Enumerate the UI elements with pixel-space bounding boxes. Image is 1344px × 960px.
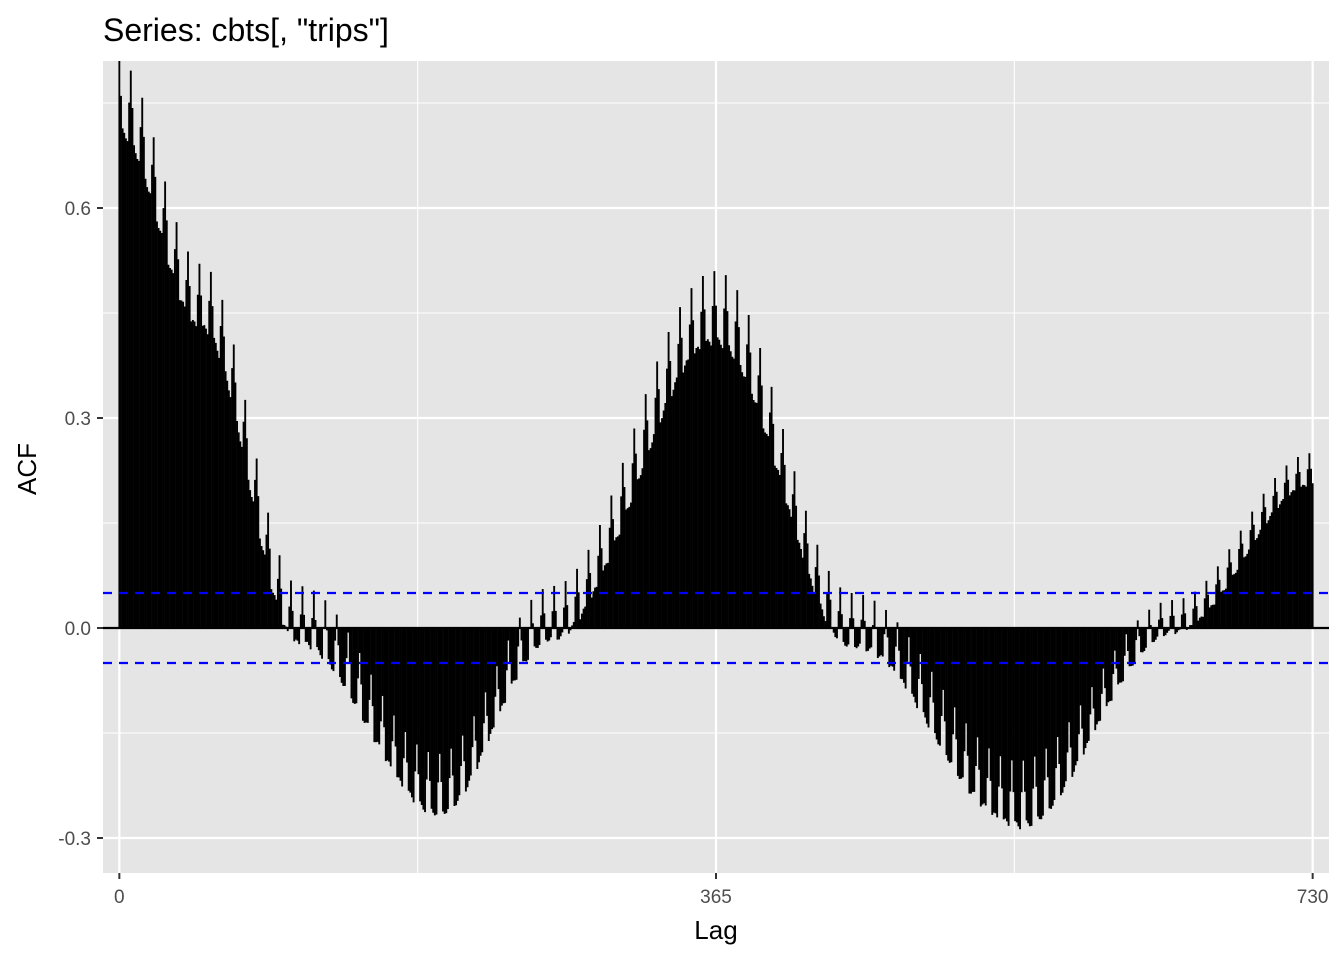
y-axis-title: ACF xyxy=(12,443,42,495)
y-tick-label: 0.6 xyxy=(65,199,91,220)
y-tick-label: 0.0 xyxy=(65,619,91,640)
chart-title: Series: cbts[, "trips"] xyxy=(103,12,389,48)
x-tick-label: 730 xyxy=(1297,887,1329,908)
x-tick-label: 365 xyxy=(700,887,732,908)
reference-lines xyxy=(103,591,1329,665)
y-tick-label: -0.3 xyxy=(58,829,91,850)
acf-bars xyxy=(118,61,1314,830)
x-tick-label: 0 xyxy=(114,887,125,908)
y-tick-label: 0.3 xyxy=(65,409,91,430)
x-axis-title: Lag xyxy=(694,915,737,945)
axes: -0.3 0.0 0.3 0.6 0 365 730 xyxy=(58,199,1328,908)
